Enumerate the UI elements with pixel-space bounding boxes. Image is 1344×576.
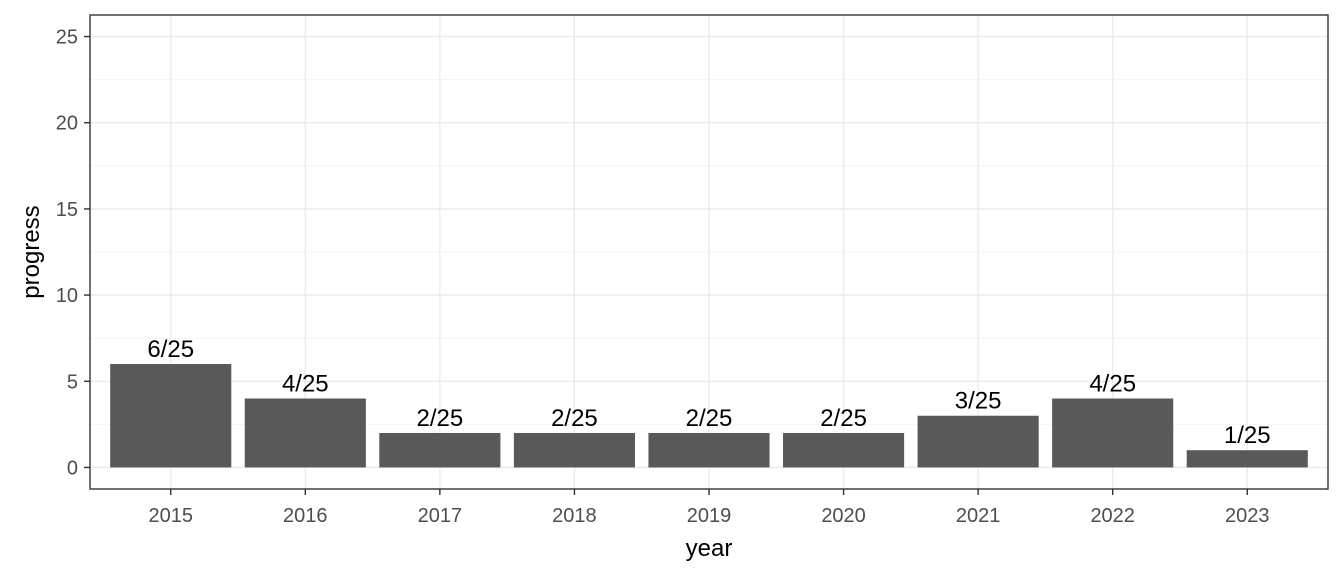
y-tick-label: 25: [56, 27, 78, 49]
x-tick-label: 2021: [956, 505, 1001, 527]
y-tick-label: 5: [67, 371, 78, 393]
bar-label-2021: 3/25: [955, 388, 1002, 415]
x-tick-label: 2020: [821, 505, 866, 527]
x-axis: 2015 2016 2017 2018 2019 2020 2021 2022 2023: [148, 489, 1270, 527]
x-axis-title: year: [686, 535, 733, 562]
y-tick-label: 10: [56, 285, 78, 307]
bar-2015: [110, 364, 232, 468]
y-tick-label: 15: [56, 199, 78, 221]
bar-2021: [917, 415, 1039, 468]
bar-label-2023: 1/25: [1224, 422, 1271, 449]
bars-layer: [110, 364, 1308, 468]
x-tick-label: 2022: [1090, 505, 1135, 527]
data-labels-layer: 6/25 4/25 2/25 2/25 2/25 2/25 3/25 4/25 1/25: [147, 336, 1270, 449]
bar-2020: [783, 432, 905, 468]
bar-2016: [244, 398, 366, 468]
bar-2018: [513, 432, 635, 468]
bar-label-2019: 2/25: [686, 405, 733, 432]
bar-2019: [648, 432, 770, 468]
bar-label-2015: 6/25: [147, 336, 194, 363]
bar-label-2018: 2/25: [551, 405, 598, 432]
bar-label-2016: 4/25: [282, 371, 329, 398]
y-axis-title: progress: [18, 205, 45, 298]
x-tick-label: 2019: [687, 505, 732, 527]
bar-2022: [1052, 398, 1174, 468]
bar-label-2020: 2/25: [820, 405, 867, 432]
x-tick-label: 2016: [283, 505, 328, 527]
x-tick-label: 2015: [148, 505, 193, 527]
x-tick-label: 2018: [552, 505, 597, 527]
bar-2017: [379, 432, 501, 468]
bar-label-2022: 4/25: [1089, 371, 1136, 398]
bar-label-2017: 2/25: [417, 405, 464, 432]
y-tick-label: 20: [56, 113, 78, 135]
y-axis: 0 5 10 15 20 25: [56, 27, 90, 479]
y-tick-label: 0: [67, 457, 78, 479]
bar-2023: [1186, 450, 1308, 468]
x-tick-label: 2017: [418, 505, 463, 527]
x-tick-label: 2023: [1225, 505, 1270, 527]
